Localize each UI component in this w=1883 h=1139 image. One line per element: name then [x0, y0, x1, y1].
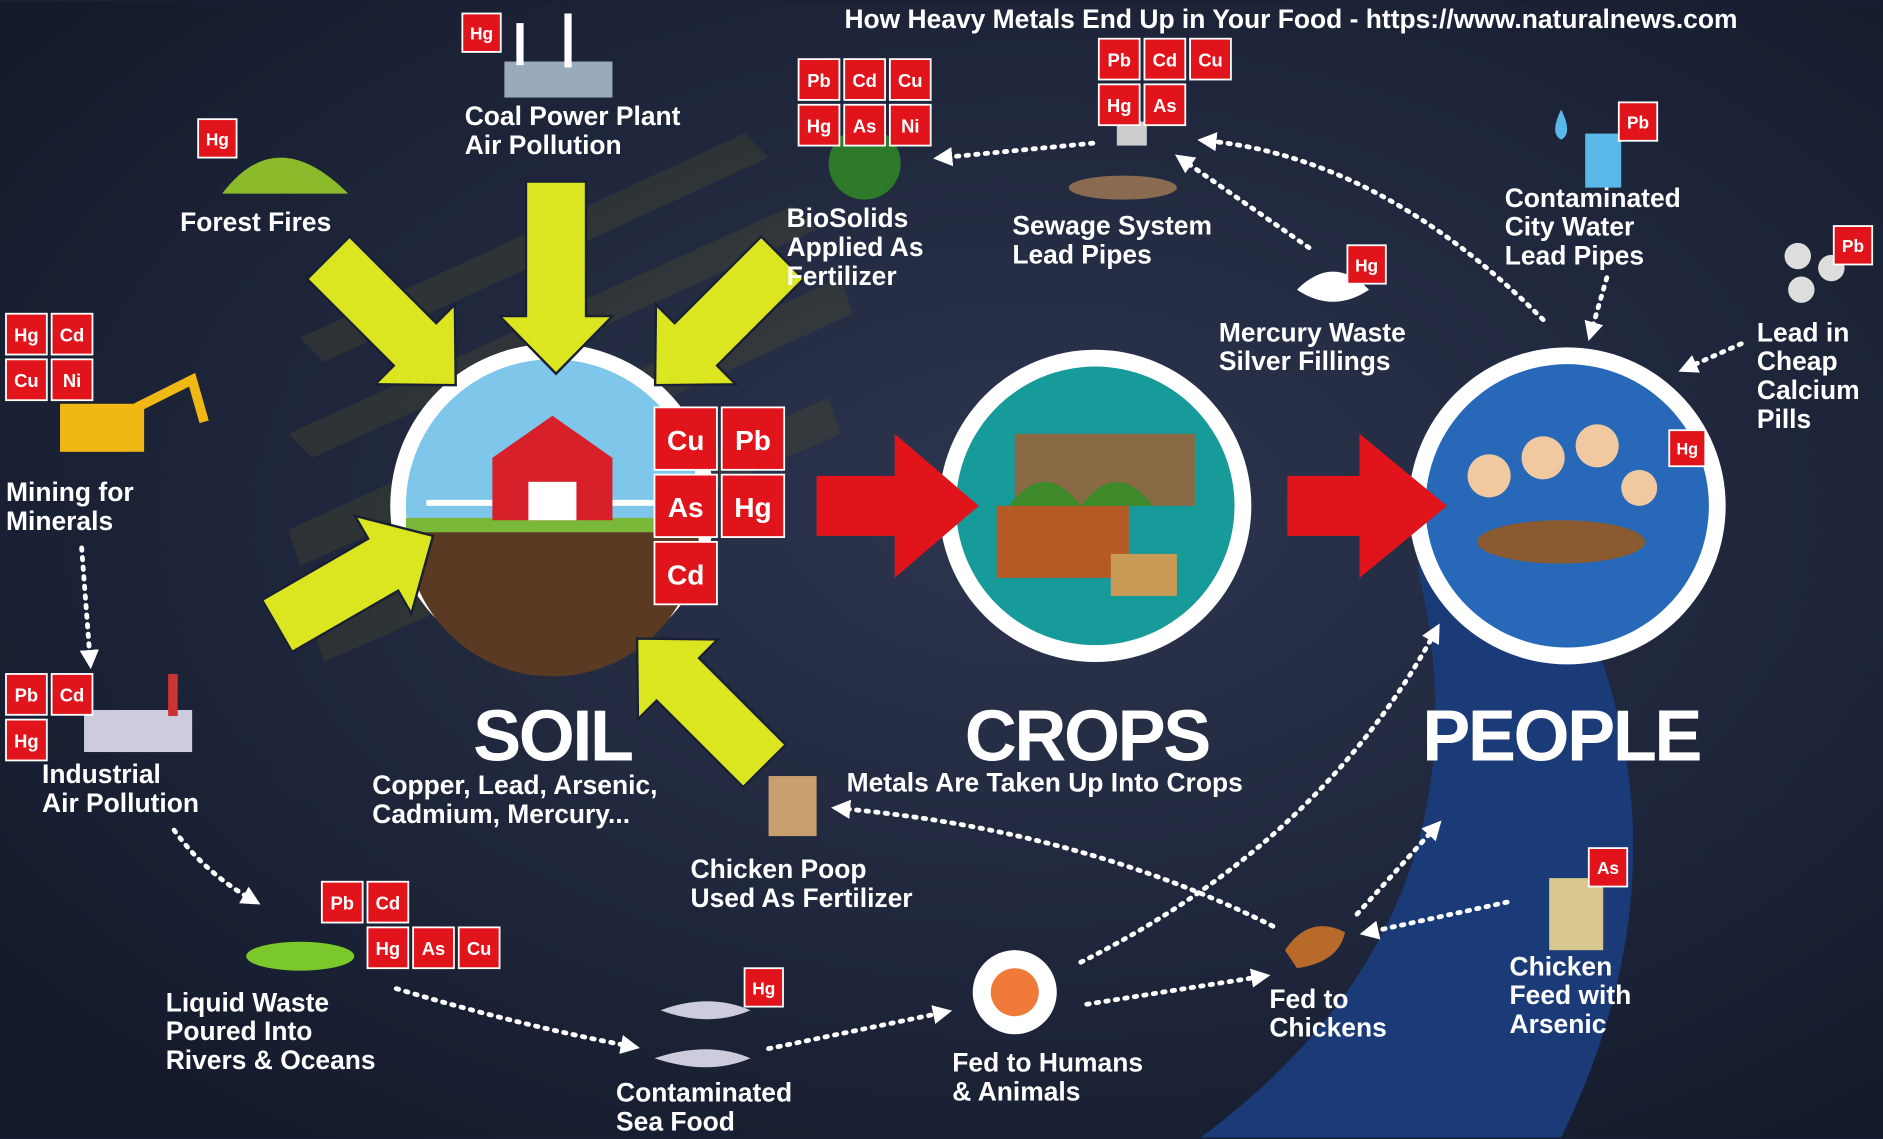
element-symbol: Ni: [901, 116, 919, 137]
label: City Water: [1505, 212, 1635, 242]
element-symbol: Pb: [1627, 112, 1649, 132]
label: Chickens: [1269, 1013, 1386, 1043]
label: Mercury Waste: [1219, 317, 1406, 347]
label: Fed to Humans: [952, 1047, 1143, 1077]
element-symbol: Cu: [1198, 49, 1222, 70]
element-symbol: Hg: [807, 116, 831, 137]
element-symbol: Cd: [667, 559, 704, 590]
element-symbol: Pb: [1842, 236, 1864, 256]
label: Calcium: [1757, 375, 1860, 405]
infographic: How Heavy Metals End Up in Your Food - h…: [0, 0, 1883, 1139]
element-symbol: Cu: [898, 70, 922, 91]
element-symbol: Cd: [376, 892, 400, 913]
people-circle: [1409, 347, 1726, 664]
element-symbol: Hg: [470, 24, 493, 44]
label: Lead in: [1757, 317, 1849, 347]
label: Copper, Lead, Arsenic,: [372, 770, 657, 800]
element-symbol: Cu: [467, 938, 491, 959]
label: Liquid Waste: [166, 987, 329, 1017]
element-symbol: Cu: [667, 425, 704, 456]
element-symbol: As: [1153, 95, 1176, 116]
title: How Heavy Metals End Up in Your Food - h…: [844, 4, 1737, 34]
label: Sewage System: [1012, 210, 1212, 240]
label: Rivers & Oceans: [166, 1045, 376, 1075]
label: Feed with: [1510, 980, 1632, 1010]
label: Lead Pipes: [1012, 239, 1151, 269]
element-symbol: As: [422, 938, 445, 959]
element-symbol: Pb: [331, 892, 354, 913]
label: BioSolids: [787, 203, 909, 233]
label: Chicken Poop: [691, 854, 867, 884]
label: Cadmium, Mercury...: [372, 799, 630, 829]
label: Fertilizer: [787, 261, 897, 291]
label: Air Pollution: [42, 788, 199, 818]
label: Contaminated: [616, 1077, 792, 1107]
label: & Animals: [952, 1076, 1080, 1106]
label: Minerals: [6, 506, 113, 536]
node-name: CROPS: [965, 696, 1210, 776]
element-symbol: Hg: [1107, 95, 1131, 116]
element-symbol: Hg: [206, 129, 229, 149]
label: Forest Fires: [180, 207, 331, 237]
element-symbol: Pb: [1107, 49, 1130, 70]
element-symbol: Hg: [1676, 441, 1698, 459]
element-symbol: Cu: [14, 370, 38, 391]
element-symbol: Pb: [15, 685, 38, 706]
element-symbol: Pb: [735, 425, 771, 456]
label: Chicken: [1510, 951, 1613, 981]
label: Poured Into: [166, 1016, 313, 1046]
element-symbol: As: [853, 116, 876, 137]
node-name: PEOPLE: [1422, 696, 1700, 776]
label: Silver Fillings: [1219, 346, 1391, 376]
element-symbol: Cd: [1153, 49, 1177, 70]
label: Lead Pipes: [1505, 240, 1644, 270]
element-symbol: Hg: [14, 324, 38, 345]
element-symbol: Cd: [60, 685, 84, 706]
label: Metals Are Taken Up Into Crops: [847, 768, 1243, 798]
element-symbol: Hg: [734, 492, 771, 523]
element-symbol: Hg: [752, 978, 775, 998]
label: Air Pollution: [465, 130, 622, 160]
element-symbol: As: [668, 492, 704, 523]
crops-circle: [939, 350, 1251, 662]
node-name: SOIL: [473, 696, 632, 776]
element-symbol: Cd: [60, 324, 84, 345]
label: Used As Fertilizer: [691, 883, 913, 913]
element-symbol: Cd: [852, 70, 876, 91]
page: How Heavy Metals End Up in Your Food - h…: [0, 0, 1883, 1139]
element-symbol: Ni: [63, 370, 81, 391]
element-symbol: As: [1597, 858, 1619, 878]
label: Sea Food: [616, 1106, 735, 1136]
label: Industrial: [42, 759, 161, 789]
element-symbol: Pb: [807, 70, 830, 91]
label: Pills: [1757, 404, 1811, 434]
label: Fed to: [1269, 984, 1348, 1014]
element-symbol: Hg: [14, 730, 38, 751]
element-symbol: Hg: [1355, 255, 1378, 275]
label: Arsenic: [1510, 1009, 1607, 1039]
label: Coal Power Plant: [465, 101, 681, 131]
label: Contaminated: [1505, 183, 1681, 213]
element-symbol: Hg: [376, 938, 400, 959]
label: Mining for: [6, 477, 134, 507]
label: Applied As: [787, 232, 924, 262]
label: Cheap: [1757, 346, 1838, 376]
